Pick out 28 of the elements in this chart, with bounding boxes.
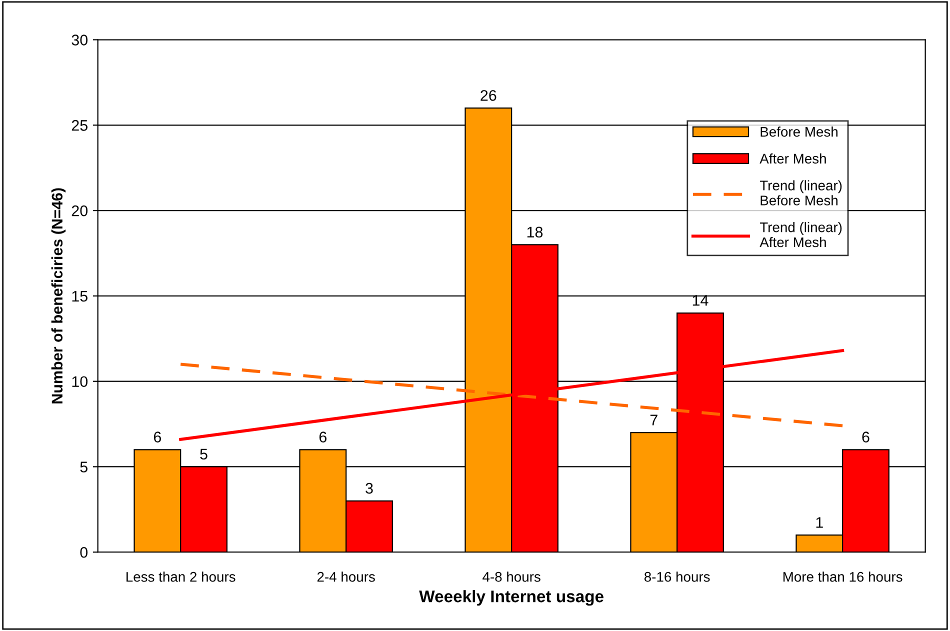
x-tick-label: Less than 2 hours	[126, 572, 236, 582]
y-tick-label: 20	[72, 205, 88, 216]
y-tick-label: 5	[80, 462, 88, 472]
y-axis-title: Number of beneficiries (N=46)	[51, 188, 66, 404]
x-tick-label: 8-16 hours	[644, 572, 710, 582]
data-label: 6	[154, 432, 162, 442]
data-label: 18	[527, 226, 543, 238]
data-label: 3	[366, 482, 373, 494]
y-tick-label: 25	[72, 120, 88, 131]
line-series	[179, 362, 844, 428]
legend-label: After Mesh	[760, 153, 826, 164]
y-tick-label: 30	[72, 34, 88, 46]
data-label: 1	[816, 517, 823, 528]
data-label: 26	[480, 90, 496, 101]
y-tick-label: 15	[72, 290, 88, 302]
legend-label: Before Mesh	[760, 126, 838, 137]
x-tick-label: 4-8 hours	[482, 572, 540, 582]
y-tick-label: 0	[80, 546, 88, 558]
legend-label: Trend (linear) Before Mesh	[760, 180, 842, 206]
x-tick-label: 2-4 hours	[317, 572, 375, 582]
data-label: 7	[650, 414, 658, 426]
x-axis-title: Weeekly Internet usage	[419, 590, 604, 606]
x-tick-label: More than 16 hours	[783, 572, 902, 582]
legend-label: Trend (linear) After Mesh	[760, 222, 842, 248]
data-label: 5	[200, 448, 208, 460]
data-label: 6	[862, 432, 870, 442]
data-label: 6	[319, 432, 326, 442]
y-tick-label: 10	[72, 376, 88, 388]
